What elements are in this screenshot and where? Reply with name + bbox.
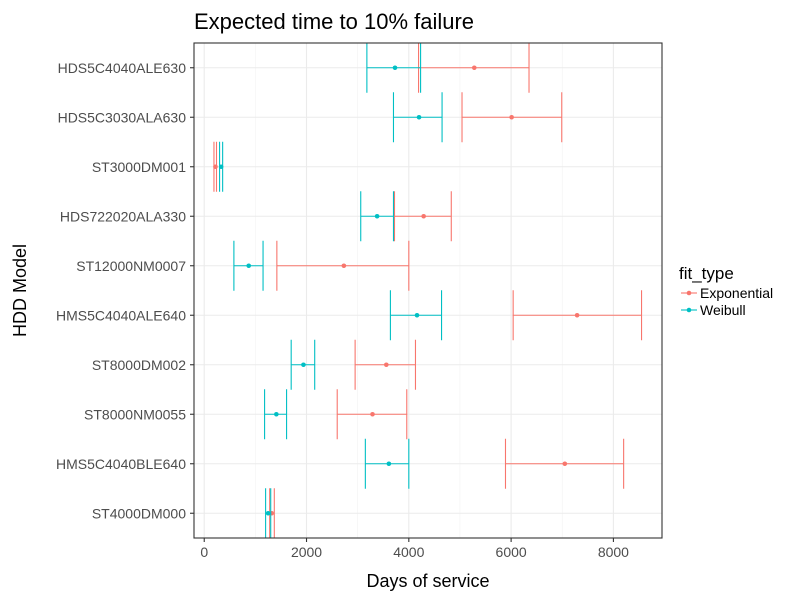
series-weibull: [218, 42, 443, 539]
axis-layer: 0 2000 4000 6000 8000 HDS5C4040ALE630 HDS5C303…: [56, 60, 629, 560]
estimate-point: [274, 411, 279, 417]
estimate-point: [213, 164, 218, 170]
series-exponential: [213, 42, 643, 539]
estimate-point: [374, 213, 380, 219]
estimate-point: [416, 114, 422, 120]
estimate-point: [370, 411, 375, 417]
y-tick-label: HMS5C4040BLE640: [56, 456, 186, 472]
marks-layer: [213, 42, 643, 539]
estimate-point: [341, 263, 347, 269]
estimate-point: [471, 65, 477, 71]
estimate-point: [414, 312, 420, 318]
estimate-point: [265, 510, 271, 516]
estimate-point: [509, 114, 514, 120]
x-tick-label: 2000: [291, 544, 322, 560]
y-tick-label: ST4000DM000: [92, 505, 186, 521]
y-axis-title: HDD Model: [10, 244, 30, 337]
x-axis-title: Days of service: [366, 571, 489, 591]
estimate-point: [246, 263, 252, 269]
legend-item-weibull: Weibull: [681, 302, 746, 318]
y-tick-label: ST3000DM001: [92, 159, 186, 175]
plot-border: [193, 42, 663, 539]
legend-title: fit_type: [679, 264, 734, 283]
legend-item-exponential: Exponential: [681, 285, 773, 301]
x-tick-label: 0: [200, 544, 208, 560]
legend-key-point: [686, 290, 692, 296]
estimate-point: [301, 362, 306, 368]
y-tick-label: HMS5C4040ALE640: [56, 307, 186, 323]
y-tick-label: ST8000DM002: [92, 357, 186, 373]
estimate-point: [421, 213, 426, 219]
estimate-point: [218, 164, 224, 170]
estimate-point: [392, 65, 398, 71]
estimate-point: [386, 461, 392, 467]
legend-key-point: [686, 307, 692, 313]
estimate-point: [562, 461, 568, 467]
y-tick-label: HDS5C3030ALA630: [58, 109, 187, 125]
plot-panel: [194, 43, 662, 538]
y-tick-label: HDS5C4040ALE630: [58, 60, 187, 76]
estimate-point: [574, 312, 580, 318]
chart-title: Expected time to 10% failure: [194, 9, 474, 34]
x-tick-label: 8000: [598, 544, 629, 560]
legend-label: Weibull: [700, 302, 746, 318]
y-tick-label: ST12000NM0007: [76, 258, 186, 274]
y-tick-label: ST8000NM0055: [84, 406, 186, 422]
legend-label: Exponential: [700, 285, 773, 301]
x-tick-label: 4000: [393, 544, 424, 560]
y-tick-label: HDS722020ALA330: [60, 208, 186, 224]
x-tick-label: 6000: [496, 544, 527, 560]
estimate-point: [384, 362, 389, 368]
